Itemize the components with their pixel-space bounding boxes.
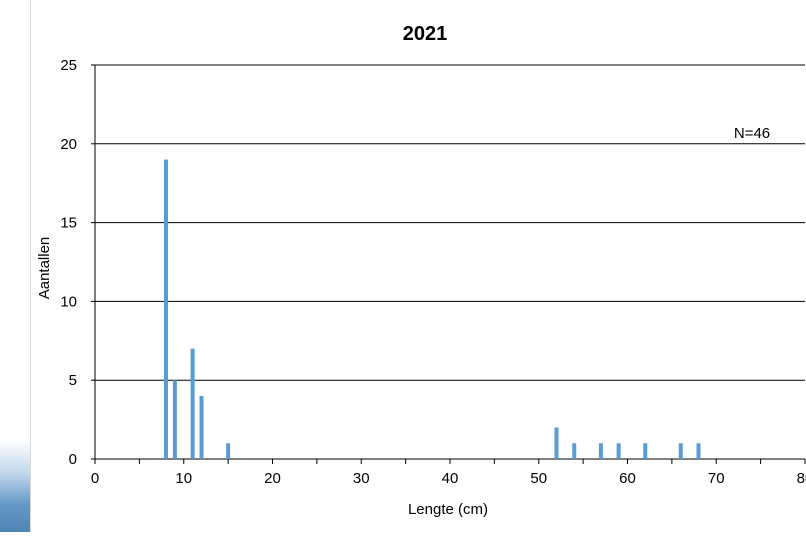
x-axis-label: Lengte (cm) <box>408 501 488 518</box>
bar-54 <box>572 443 577 459</box>
x-tick-label-0: 0 <box>91 470 99 487</box>
bar-66 <box>678 443 683 459</box>
bars <box>164 159 701 459</box>
y-tick-label-0: 0 <box>69 451 77 468</box>
bar-12 <box>199 395 204 459</box>
x-tick-label-7: 70 <box>708 470 725 487</box>
y-axis-label: Aantallen <box>36 237 53 300</box>
grid-lines <box>95 64 805 381</box>
chart-title: 2021 <box>403 23 448 45</box>
axes <box>91 64 806 464</box>
bar-9 <box>172 380 177 459</box>
y-tick-label-5: 25 <box>60 57 77 74</box>
bar-15 <box>226 443 231 459</box>
x-tick-label-3: 30 <box>353 470 370 487</box>
x-tick-label-6: 60 <box>619 470 636 487</box>
sample-size-annotation: N=46 <box>734 125 770 142</box>
x-tick-label-2: 20 <box>264 470 281 487</box>
y-tick-label-4: 20 <box>60 136 77 153</box>
x-tick-label-4: 40 <box>442 470 459 487</box>
x-tick-label-1: 10 <box>175 470 192 487</box>
bar-11 <box>190 348 195 459</box>
decorative-image-fragment <box>0 440 30 532</box>
bar-62 <box>643 443 648 459</box>
x-tick-label-5: 50 <box>530 470 547 487</box>
bar-52 <box>554 427 559 459</box>
tick-labels: 0 5 10 15 20 25 0 10 20 30 40 50 60 70 80 <box>60 57 806 487</box>
y-tick-label-3: 15 <box>60 215 77 232</box>
bar-8 <box>164 159 168 459</box>
bar-68 <box>696 443 701 459</box>
bar-57 <box>598 443 603 459</box>
left-decorative-strip <box>0 0 31 532</box>
y-tick-label-2: 10 <box>60 293 77 310</box>
bar-59 <box>616 443 621 459</box>
x-tick-label-8: 80 <box>797 470 806 487</box>
y-tick-label-1: 5 <box>69 372 77 389</box>
